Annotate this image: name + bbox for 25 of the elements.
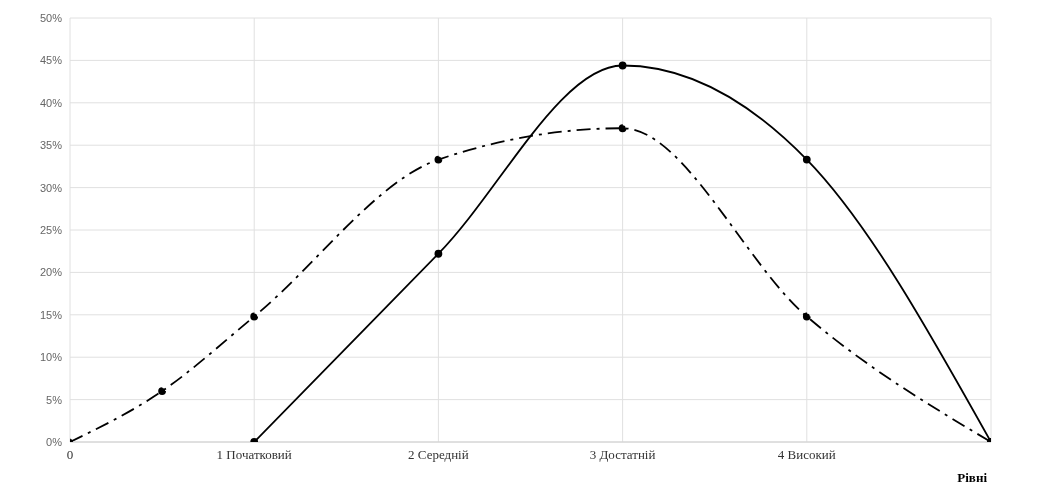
y-tick-label: 35% <box>39 139 63 152</box>
point <box>618 124 627 133</box>
y-tick-label: 0% <box>46 435 63 448</box>
y-tick-label: 10% <box>39 351 63 364</box>
y-tick-label: 40% <box>39 96 63 109</box>
y-tick-label: 25% <box>39 223 63 236</box>
point <box>618 61 627 70</box>
point <box>434 249 443 258</box>
y-tick-label: 20% <box>39 266 63 279</box>
y-tick-label: 5% <box>46 393 63 406</box>
x-tick-label: 2 Середній <box>408 447 469 463</box>
point <box>802 312 811 321</box>
x-tick-label: 3 Достатній <box>589 447 656 463</box>
point <box>802 155 811 164</box>
point <box>434 155 443 164</box>
x-tick-label: 0 <box>66 447 74 463</box>
point <box>250 312 259 321</box>
y-tick-label: 30% <box>39 181 63 194</box>
x-tick-label: 1 Початковий <box>216 447 292 463</box>
y-tick-label: 50% <box>39 11 63 24</box>
y-tick-label: 15% <box>39 308 63 321</box>
y-tick-label: 45% <box>39 54 63 67</box>
point <box>158 387 166 396</box>
x-axis-title: Рівні <box>957 470 988 485</box>
x-tick-label: 4 Високий <box>777 447 836 463</box>
